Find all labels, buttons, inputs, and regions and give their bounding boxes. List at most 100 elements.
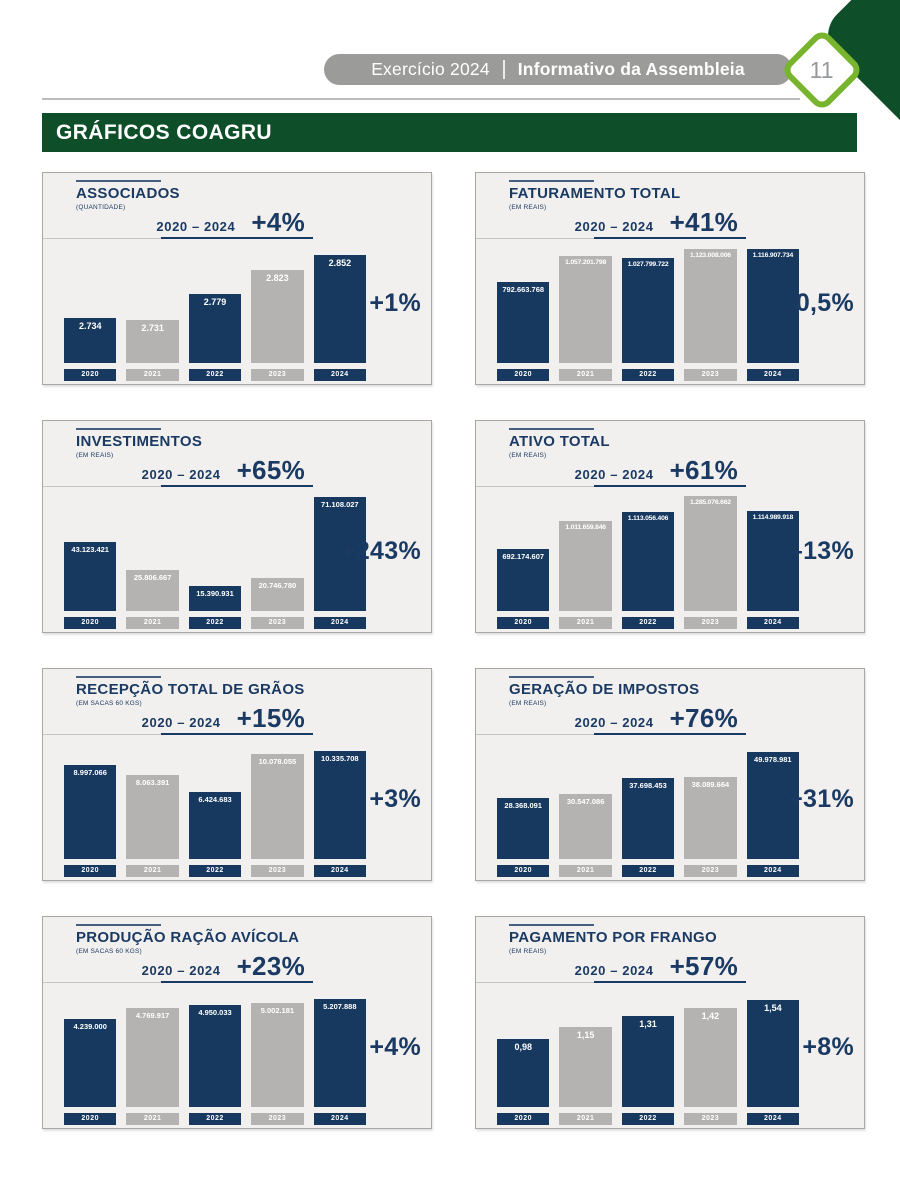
bar-value-label: 1.011.659.846 — [565, 523, 606, 531]
period-row: 2020 – 2024 +65% — [43, 455, 305, 486]
period-label: 2020 – 2024 — [574, 715, 654, 730]
period-label: 2020 – 2024 — [141, 963, 221, 978]
chart-unit: (EM SACAS 60 KGS) — [76, 948, 142, 955]
bar-value-label: 10.078.055 — [258, 756, 297, 766]
bar-2022: 6.424.683 — [188, 791, 242, 859]
bar-value-label: 1.057.201.798 — [565, 258, 607, 266]
period-row: 2020 – 2024 +57% — [476, 951, 738, 982]
year-chip-2023: 2023 — [251, 369, 304, 381]
rule-gray — [476, 486, 594, 487]
rule-navy — [594, 733, 746, 735]
chart-title: PAGAMENTO POR FRANGO — [509, 929, 717, 946]
bar-2023: 1,42 — [684, 1008, 737, 1107]
year-chip-2020: 2020 — [497, 369, 550, 381]
bar-value-label: 15.390.931 — [196, 589, 234, 599]
bar-value-label: 5.002.181 — [260, 1006, 295, 1016]
period-change: +57% — [669, 951, 738, 981]
bar-2020: 8.997.066 — [64, 765, 117, 859]
bar-value-label: 2.734 — [78, 320, 102, 331]
chart-card: FATURAMENTO TOTAL (EM REAIS) 2020 – 2024… — [475, 172, 865, 385]
year-chip-2023: 2023 — [684, 1113, 737, 1125]
last-year-change: +31% — [788, 785, 854, 813]
chart-card: RECEPÇÃO TOTAL DE GRÃOS (EM SACAS 60 KGS… — [42, 668, 432, 881]
period-change: +61% — [669, 455, 738, 485]
bar-2024: 10.335.708 — [313, 751, 367, 859]
chart-year-chips: 2020 2021 2022 2023 2024 — [64, 617, 367, 629]
bar-2021: 8.063.391 — [126, 774, 179, 859]
year-chip-2020: 2020 — [64, 369, 117, 381]
period-label: 2020 – 2024 — [574, 963, 654, 978]
title-accent-line — [76, 676, 161, 678]
year-chip-2020: 2020 — [64, 865, 117, 877]
section-title: GRÁFICOS COAGRU — [56, 120, 272, 144]
title-accent-line — [76, 428, 161, 430]
period-label: 2020 – 2024 — [141, 467, 221, 482]
year-chip-2024: 2024 — [746, 617, 800, 629]
bar-value-label: 6.424.683 — [198, 794, 232, 804]
bar-value-label: 2.823 — [266, 273, 289, 284]
chart-plot: 2.734 2.731 2.779 2.823 2.852 — [64, 245, 367, 363]
year-chip-2023: 2023 — [251, 617, 304, 629]
bar-value-label: 0,98 — [514, 1042, 532, 1053]
bar-value-label: 8.997.066 — [73, 768, 107, 778]
bar-2021: 4.769.917 — [126, 1008, 179, 1107]
year-chip-2021: 2021 — [559, 1113, 612, 1125]
bar-2024: 5.207.888 — [313, 999, 367, 1107]
rule-navy — [594, 485, 746, 487]
bar-2023: 2.823 — [251, 270, 304, 363]
bar-value-label: 49.978.981 — [754, 754, 792, 764]
bar-2022: 2.779 — [188, 293, 242, 363]
bar-value-label: 1.114.989.918 — [752, 514, 794, 522]
bar-value-label: 25.806.667 — [133, 572, 172, 582]
exercise-label: Exercício 2024 — [371, 59, 490, 79]
bar-value-label: 20.746.780 — [258, 580, 297, 590]
section-banner: GRÁFICOS COAGRU — [42, 113, 857, 152]
bar-2020: 692.174.607 — [497, 549, 550, 611]
chart-plot: 0,98 1,15 1,31 1,42 1,54 — [497, 989, 800, 1107]
bar-value-label: 10.335.708 — [321, 754, 359, 764]
year-chip-2022: 2022 — [188, 369, 242, 381]
bar-2021: 1,15 — [559, 1027, 612, 1107]
bar-value-label: 5.207.888 — [323, 1002, 357, 1012]
bar-2021: 1.057.201.798 — [559, 255, 612, 363]
title-accent-line — [509, 924, 594, 926]
chart-unit: (EM REAIS) — [509, 452, 547, 459]
chart-plot: 43.123.421 25.806.667 15.390.931 20.746.780… — [64, 493, 367, 611]
year-chip-2021: 2021 — [559, 617, 612, 629]
chart-year-chips: 2020 2021 2022 2023 2024 — [497, 369, 800, 381]
chart-title: INVESTIMENTOS — [76, 433, 203, 450]
chart-card: INVESTIMENTOS (EM REAIS) 2020 – 2024 +65… — [42, 420, 432, 633]
bar-value-label: 2.779 — [203, 296, 227, 307]
bar-value-label: 792.663.768 — [502, 285, 545, 295]
last-year-change: –13% — [788, 537, 854, 565]
bar-2024: 49.978.981 — [746, 751, 800, 859]
year-chip-2024: 2024 — [313, 617, 367, 629]
chart-unit: (QUANTIDADE) — [76, 204, 126, 211]
chart-unit: (EM REAIS) — [509, 204, 547, 211]
chart-title: FATURAMENTO TOTAL — [509, 185, 681, 202]
bar-2024: 71.108.027 — [313, 496, 367, 611]
chart-year-chips: 2020 2021 2022 2023 2024 — [497, 617, 800, 629]
bar-2022: 1.113.056.406 — [621, 511, 675, 611]
bar-value-label: 30.547.086 — [566, 796, 605, 806]
chart-plot: 792.663.768 1.057.201.798 1.027.799.722 1.1… — [497, 245, 800, 363]
year-chip-2020: 2020 — [497, 1113, 550, 1125]
bar-2022: 4.950.033 — [188, 1004, 242, 1107]
bar-2024: 2.852 — [313, 254, 367, 363]
period-row: 2020 – 2024 +61% — [476, 455, 738, 486]
rule-gray — [476, 982, 594, 983]
bar-value-label: 38.089.664 — [691, 780, 730, 790]
chart-year-chips: 2020 2021 2022 2023 2024 — [64, 865, 367, 877]
period-change: +15% — [236, 703, 305, 733]
period-label: 2020 – 2024 — [574, 467, 654, 482]
year-chip-2022: 2022 — [188, 617, 242, 629]
bar-2020: 43.123.421 — [64, 541, 117, 611]
bar-value-label: 8.063.391 — [135, 777, 170, 787]
bar-2020: 4.239.000 — [64, 1019, 117, 1107]
period-row: 2020 – 2024 +23% — [43, 951, 305, 982]
title-accent-line — [76, 180, 161, 182]
year-chip-2020: 2020 — [64, 617, 117, 629]
bar-2023: 20.746.780 — [251, 577, 304, 611]
bar-value-label: 1,54 — [764, 1003, 782, 1014]
bar-2023: 1.123.008.006 — [684, 248, 737, 363]
